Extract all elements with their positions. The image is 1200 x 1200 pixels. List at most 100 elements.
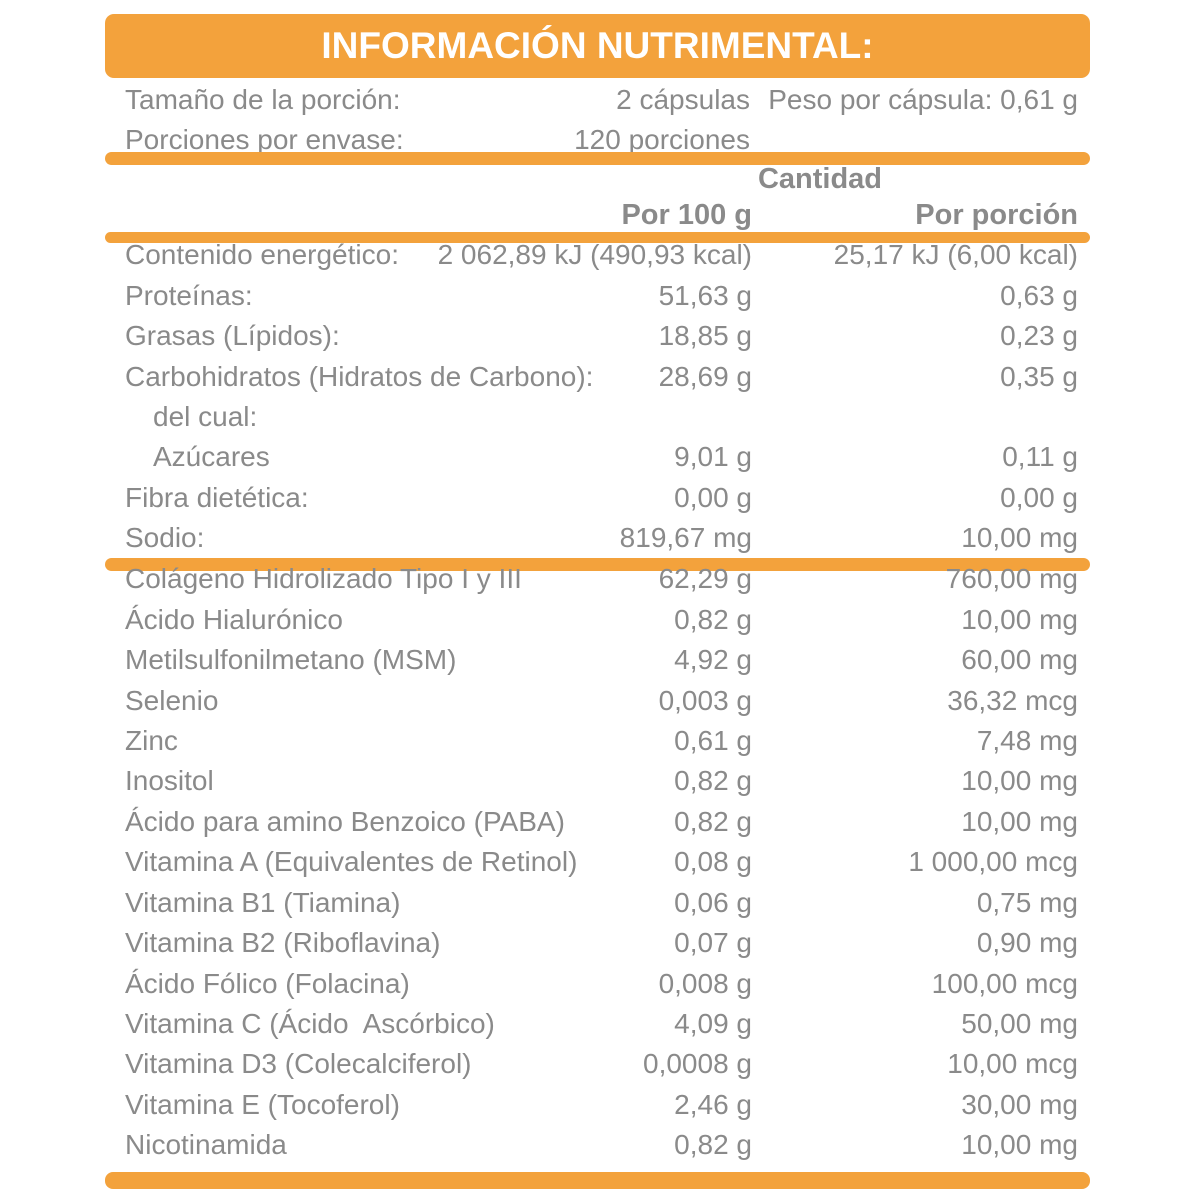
serving-size-row: Tamaño de la porción: 2 cápsulas Peso po… bbox=[105, 80, 1090, 120]
row-label: Zinc bbox=[125, 724, 178, 756]
row-value-per-100g: 2 062,89 kJ (490,93 kcal) bbox=[437, 239, 752, 271]
serving-info: Tamaño de la porción: 2 cápsulas Peso po… bbox=[105, 80, 1090, 160]
table-row: Nicotinamida 0,82 g 10,00 mg bbox=[105, 1125, 1090, 1165]
row-value-per-portion: 60,00 mg bbox=[961, 644, 1078, 676]
row-value-per-portion: 0,90 mg bbox=[976, 927, 1078, 959]
table-row: Fibra dietética: 0,00 g 0,00 g bbox=[105, 478, 1090, 518]
row-label: Selenio bbox=[125, 684, 219, 716]
row-label: Grasas (Lípidos): bbox=[125, 320, 340, 352]
row-label: Nicotinamida bbox=[125, 1129, 287, 1161]
table-row: Vitamina B1 (Tiamina) 0,06 g 0,75 mg bbox=[105, 883, 1090, 923]
row-value-per-100g: 51,63 g bbox=[658, 279, 752, 311]
row-value-per-portion: 10,00 mg bbox=[961, 765, 1078, 797]
table-row: Vitamina E (Tocoferol) 2,46 g 30,00 mg bbox=[105, 1085, 1090, 1125]
table-row: Metilsulfonilmetano (MSM) 4,92 g 60,00 m… bbox=[105, 640, 1090, 680]
table-row: Zinc 0,61 g 7,48 mg bbox=[105, 721, 1090, 761]
table-row: Ácido para amino Benzoico (PABA) 0,82 g … bbox=[105, 802, 1090, 842]
row-value-per-100g: 0,07 g bbox=[674, 927, 752, 959]
serving-size-label: Tamaño de la porción: bbox=[125, 84, 401, 115]
table-row: Carbohidratos (Hidratos de Carbono): 28,… bbox=[105, 356, 1090, 396]
table-row: Colágeno Hidrolizado Tipo I y III 62,29 … bbox=[105, 559, 1090, 599]
table-row: Grasas (Lípidos): 18,85 g 0,23 g bbox=[105, 316, 1090, 356]
row-value-per-100g: 0,82 g bbox=[674, 805, 752, 837]
table-row: Sodio: 819,67 mg 10,00 mg bbox=[105, 518, 1090, 558]
row-value-per-portion: 1 000,00 mcg bbox=[908, 846, 1078, 878]
column-headers-row: Por 100 g Por porción bbox=[105, 199, 1090, 233]
serving-size-value: 2 cápsulas bbox=[616, 84, 750, 115]
row-label: Contenido energético: bbox=[125, 239, 399, 271]
row-value-per-portion: 0,75 mg bbox=[976, 886, 1078, 918]
row-label: Azúcares bbox=[153, 441, 270, 473]
table-row: Ácido Fólico (Folacina) 0,008 g 100,00 m… bbox=[105, 963, 1090, 1003]
row-value-per-100g: 0,08 g bbox=[674, 846, 752, 878]
row-value-per-portion: 25,17 kJ (6,00 kcal) bbox=[833, 239, 1078, 271]
row-value-per-portion: 0,63 g bbox=[1000, 279, 1078, 311]
title-bar: INFORMACIÓN NUTRIMENTAL: bbox=[105, 14, 1090, 78]
divider-rule-headers bbox=[105, 232, 1090, 243]
row-value-per-portion: 0,23 g bbox=[1000, 320, 1078, 352]
row-value-per-100g: 4,92 g bbox=[674, 644, 752, 676]
servings-value: 120 porciones bbox=[574, 124, 750, 155]
row-label: Fibra dietética: bbox=[125, 481, 309, 513]
row-value-per-portion: 10,00 mg bbox=[961, 603, 1078, 635]
row-value-per-100g: 0,0008 g bbox=[643, 1048, 752, 1080]
divider-rule-top bbox=[105, 152, 1090, 165]
table-row: Inositol 0,82 g 10,00 mg bbox=[105, 761, 1090, 801]
row-value-per-portion: 10,00 mg bbox=[961, 522, 1078, 554]
table-row: Azúcares 9,01 g 0,11 g bbox=[105, 437, 1090, 477]
row-value-per-100g: 0,003 g bbox=[658, 684, 752, 716]
col-header-per-portion: Por porción bbox=[915, 199, 1078, 231]
row-label: Inositol bbox=[125, 765, 214, 797]
table-row: Vitamina B2 (Riboflavina) 0,07 g 0,90 mg bbox=[105, 923, 1090, 963]
row-label: Carbohidratos (Hidratos de Carbono): bbox=[125, 360, 594, 392]
row-value-per-100g: 4,09 g bbox=[674, 1008, 752, 1040]
divider-rule-middle bbox=[105, 558, 1090, 571]
row-label: Ácido Hialurónico bbox=[125, 603, 343, 635]
table-row: Vitamina D3 (Colecalciferol) 0,0008 g 10… bbox=[105, 1044, 1090, 1084]
col-header-per-100g: Por 100 g bbox=[621, 199, 752, 231]
row-label: Vitamina A (Equivalentes de Retinol) bbox=[125, 846, 578, 878]
row-label: del cual: bbox=[153, 400, 258, 432]
ingredients-table: Colágeno Hidrolizado Tipo I y III 62,29 … bbox=[105, 559, 1090, 1166]
servings-label: Porciones por envase: bbox=[125, 124, 404, 155]
row-label: Vitamina C (Ácido Ascórbico) bbox=[125, 1008, 495, 1040]
row-value-per-100g: 18,85 g bbox=[658, 320, 752, 352]
row-value-per-portion: 10,00 mcg bbox=[947, 1048, 1078, 1080]
row-value-per-portion: 0,11 g bbox=[1002, 441, 1078, 473]
row-value-per-100g: 0,82 g bbox=[674, 603, 752, 635]
table-row: Proteínas: 51,63 g 0,63 g bbox=[105, 275, 1090, 315]
row-value-per-portion: 10,00 mg bbox=[961, 1129, 1078, 1161]
row-value-per-100g: 2,46 g bbox=[674, 1088, 752, 1120]
row-value-per-100g: 62,29 g bbox=[658, 563, 752, 595]
table-row: Selenio 0,003 g 36,32 mcg bbox=[105, 680, 1090, 720]
row-value-per-100g: 0,00 g bbox=[674, 481, 752, 513]
table-row: Vitamina A (Equivalentes de Retinol) 0,0… bbox=[105, 842, 1090, 882]
row-value-per-100g: 0,06 g bbox=[674, 886, 752, 918]
row-value-per-portion: 760,00 mg bbox=[945, 563, 1078, 595]
table-row: Ácido Hialurónico 0,82 g 10,00 mg bbox=[105, 599, 1090, 639]
row-value-per-100g: 819,67 mg bbox=[619, 522, 752, 554]
row-label: Ácido para amino Benzoico (PABA) bbox=[125, 805, 565, 837]
quantity-header: Cantidad bbox=[757, 163, 883, 195]
row-value-per-portion: 30,00 mg bbox=[961, 1088, 1078, 1120]
row-label: Metilsulfonilmetano (MSM) bbox=[125, 644, 457, 676]
row-value-per-100g: 0,008 g bbox=[658, 967, 752, 999]
row-value-per-100g: 0,82 g bbox=[674, 1129, 752, 1161]
row-value-per-portion: 10,00 mg bbox=[961, 805, 1078, 837]
row-value-per-portion: 100,00 mcg bbox=[931, 967, 1078, 999]
row-label: Vitamina D3 (Colecalciferol) bbox=[125, 1048, 472, 1080]
row-value-per-100g: 28,69 g bbox=[658, 360, 752, 392]
row-label: Sodio: bbox=[125, 522, 205, 554]
servings-per-container-row: Porciones por envase: 120 porciones bbox=[105, 120, 1090, 160]
row-label: Vitamina B2 (Riboflavina) bbox=[125, 927, 441, 959]
table-row: Vitamina C (Ácido Ascórbico) 4,09 g 50,0… bbox=[105, 1004, 1090, 1044]
row-label: Ácido Fólico (Folacina) bbox=[125, 967, 410, 999]
row-label: Vitamina E (Tocoferol) bbox=[125, 1088, 400, 1120]
row-value-per-100g: 9,01 g bbox=[674, 441, 752, 473]
row-value-per-portion: 0,35 g bbox=[1000, 360, 1078, 392]
page-title: INFORMACIÓN NUTRIMENTAL: bbox=[321, 25, 874, 66]
quantity-header-row: Cantidad bbox=[105, 163, 1090, 199]
capsule-weight: Peso por cápsula: 0,61 g bbox=[768, 84, 1078, 115]
nutrients-table: Contenido energético: 2 062,89 kJ (490,9… bbox=[105, 235, 1090, 559]
row-value-per-portion: 36,32 mcg bbox=[947, 684, 1078, 716]
